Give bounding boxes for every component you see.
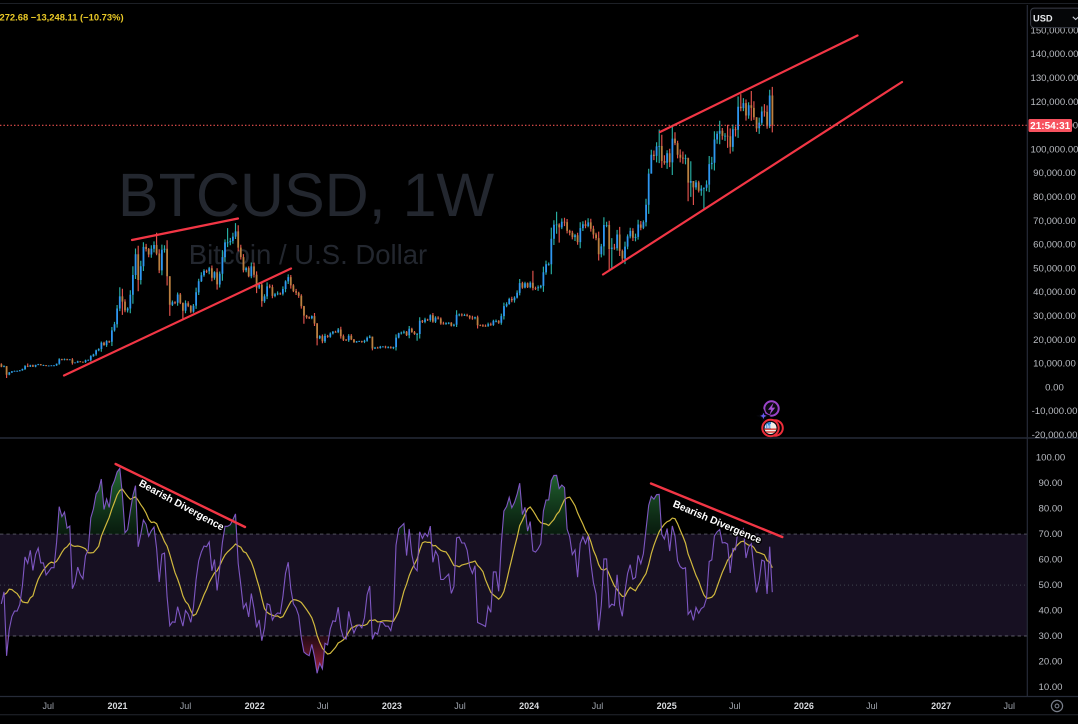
svg-text:30.00: 30.00 — [1038, 631, 1062, 642]
svg-text:2024: 2024 — [519, 701, 539, 711]
svg-text:Jul: Jul — [592, 701, 604, 711]
svg-text:Bitcoin / U.S. Dollar: Bitcoin / U.S. Dollar — [189, 239, 427, 270]
svg-text:Jul: Jul — [180, 701, 192, 711]
svg-text:100.00: 100.00 — [1036, 453, 1065, 464]
svg-text:20.00: 20.00 — [1038, 657, 1062, 668]
svg-text:2023: 2023 — [382, 701, 402, 711]
svg-text:90,000.00: 90,000.00 — [1033, 168, 1076, 179]
svg-text:Jul: Jul — [866, 701, 878, 711]
svg-text:Jul: Jul — [454, 701, 466, 711]
svg-text:Jul: Jul — [729, 701, 741, 711]
svg-text:-10,000.00: -10,000.00 — [1032, 406, 1078, 417]
svg-text:40,000.00: 40,000.00 — [1033, 287, 1076, 298]
svg-text:20,000.00: 20,000.00 — [1033, 335, 1076, 346]
svg-text:Jul: Jul — [43, 701, 55, 711]
svg-text:130,000.00: 130,000.00 — [1030, 73, 1078, 84]
svg-text:140,000.00: 140,000.00 — [1030, 49, 1078, 60]
svg-text:2021: 2021 — [107, 701, 127, 711]
svg-text:10.00: 10.00 — [1038, 682, 1062, 693]
svg-text:80,000.00: 80,000.00 — [1033, 192, 1076, 203]
svg-text:BTCUSD, 1W: BTCUSD, 1W — [118, 161, 495, 229]
svg-text:-20,000.00: -20,000.00 — [1032, 430, 1078, 441]
svg-text:70,000.00: 70,000.00 — [1033, 216, 1076, 227]
svg-text:80.00: 80.00 — [1038, 504, 1062, 515]
svg-text:30,000.00: 30,000.00 — [1033, 311, 1076, 322]
svg-text:100,000.00: 100,000.00 — [1030, 144, 1078, 155]
svg-text:272.68 −13,248.11 (−10.73%): 272.68 −13,248.11 (−10.73%) — [0, 12, 124, 23]
svg-text:50,000.00: 50,000.00 — [1033, 263, 1076, 274]
svg-text:2025: 2025 — [657, 701, 677, 711]
svg-text:2027: 2027 — [931, 701, 951, 711]
svg-text:2022: 2022 — [245, 701, 265, 711]
svg-text:90.00: 90.00 — [1038, 478, 1062, 489]
svg-text:0.00: 0.00 — [1045, 382, 1064, 393]
svg-text:50.00: 50.00 — [1038, 580, 1062, 591]
svg-text:120,000.00: 120,000.00 — [1030, 97, 1078, 108]
svg-text:Jul: Jul — [317, 701, 329, 711]
svg-text:60.00: 60.00 — [1038, 555, 1062, 566]
svg-text:Jul: Jul — [1003, 701, 1015, 711]
svg-text:2026: 2026 — [794, 701, 814, 711]
svg-text:70.00: 70.00 — [1038, 529, 1062, 540]
svg-text:150,000.00: 150,000.00 — [1030, 25, 1078, 36]
svg-text:40.00: 40.00 — [1038, 606, 1062, 617]
svg-text:21:54:31: 21:54:31 — [1030, 121, 1070, 132]
svg-text:USD: USD — [1033, 13, 1053, 23]
svg-text:60,000.00: 60,000.00 — [1033, 240, 1076, 251]
svg-text:10,000.00: 10,000.00 — [1033, 359, 1076, 370]
